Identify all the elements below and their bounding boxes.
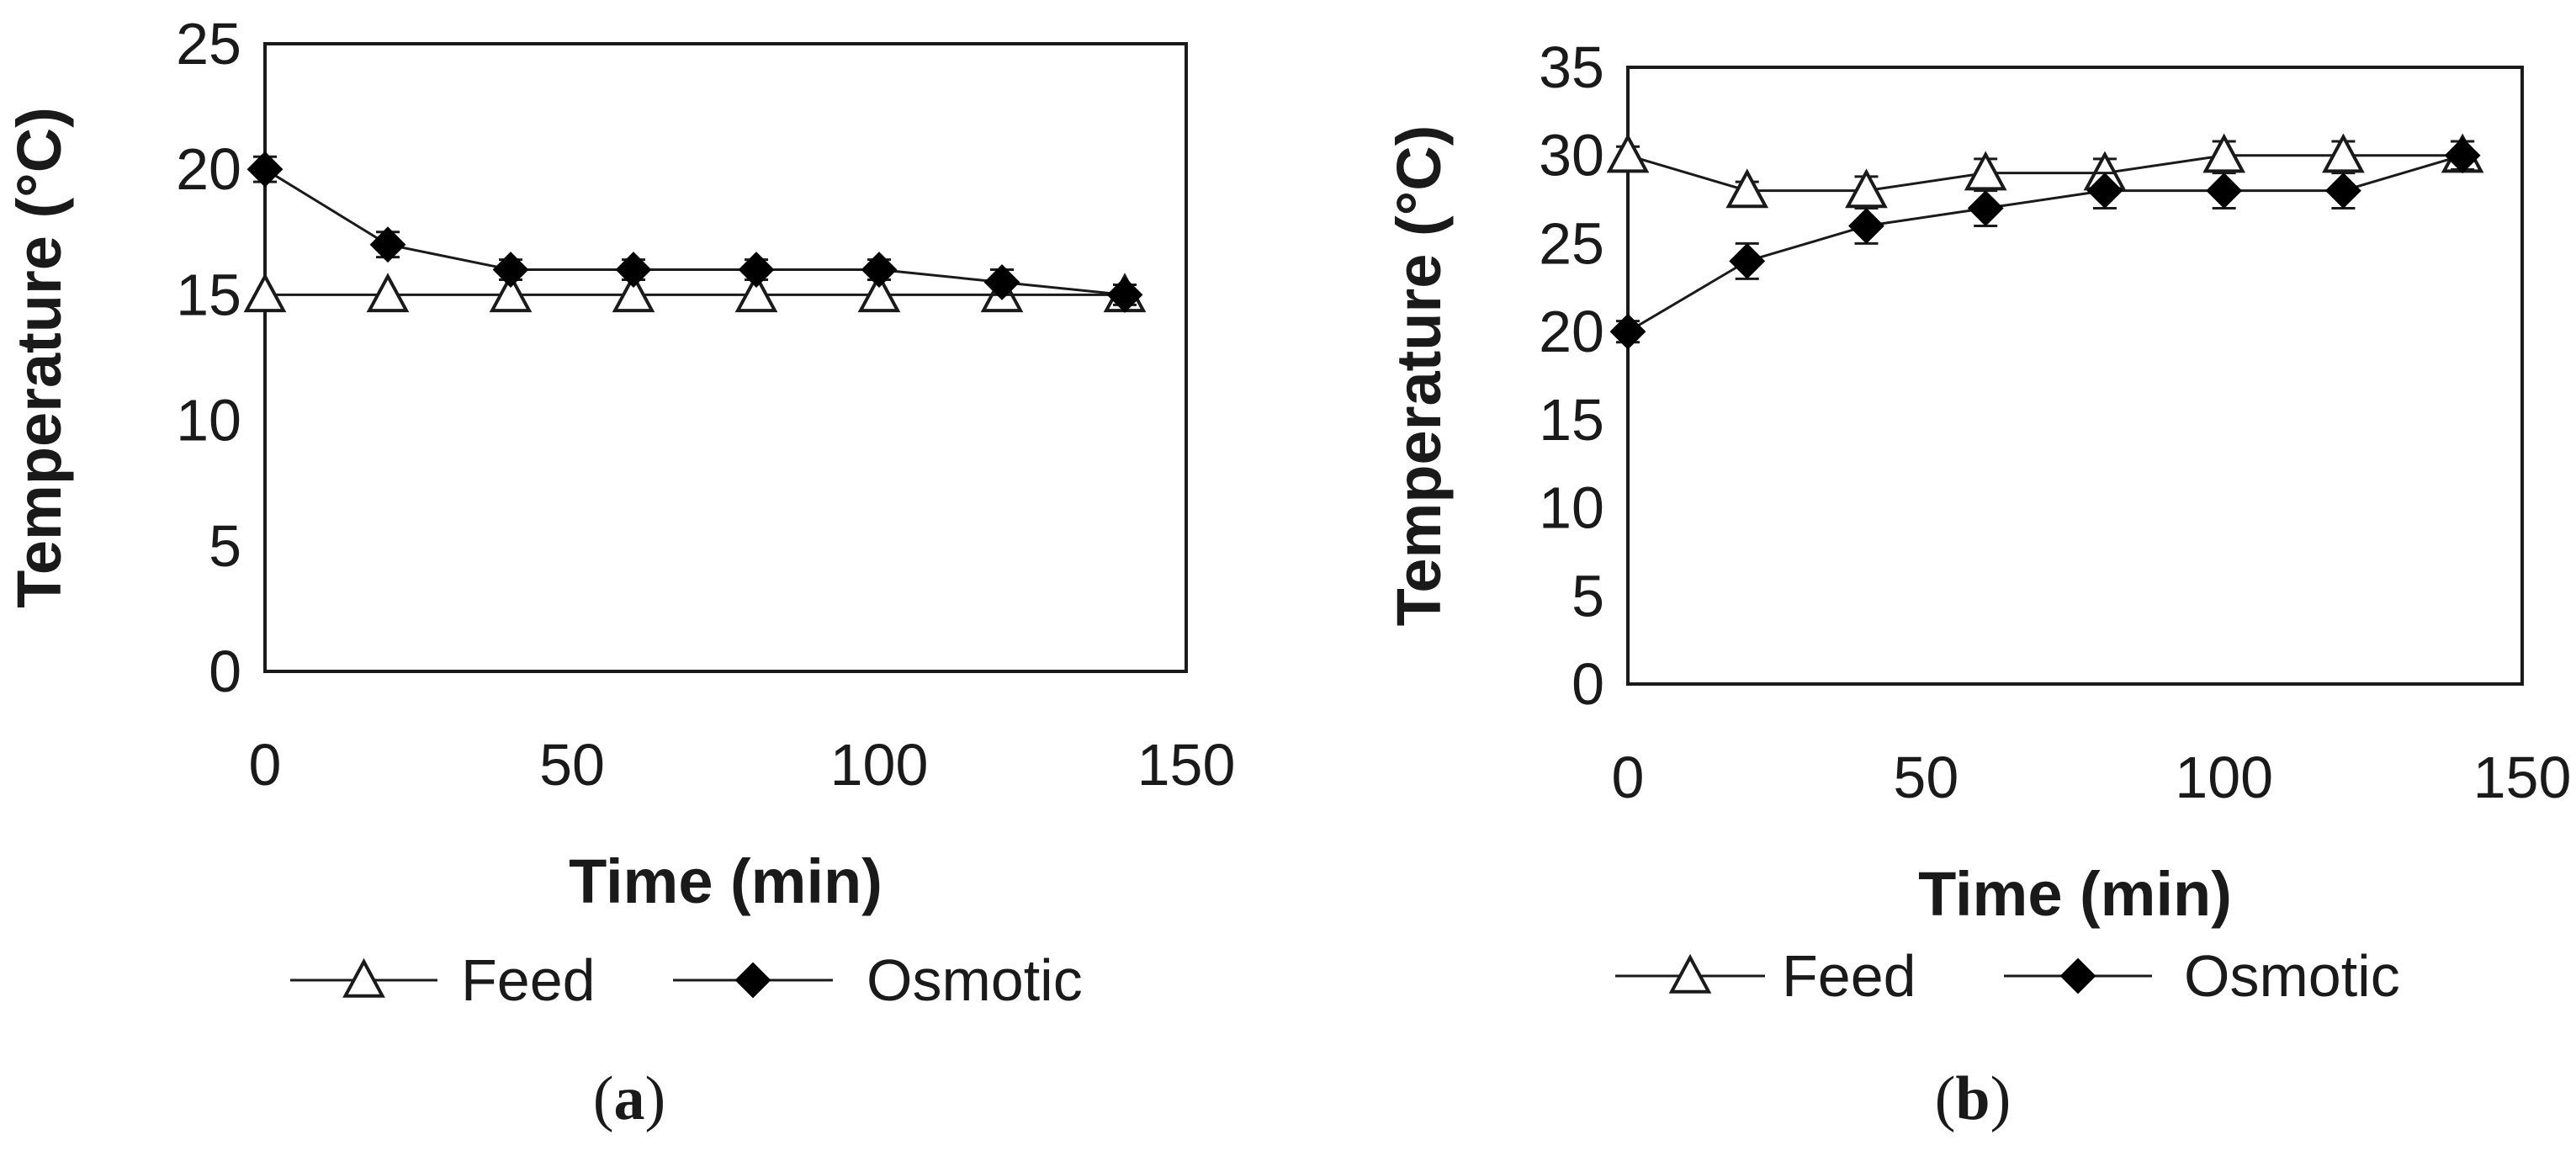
y-tick-label: 0 <box>209 639 241 704</box>
plot-area-frame <box>1626 66 2524 686</box>
chart-panel-a: 0 5 10 15 20 25 0 50 100 150 Time (min) Temperature… <box>4 11 1235 1133</box>
data-point-osmotic <box>1967 190 2004 226</box>
x-tick-label: 150 <box>2473 745 2572 810</box>
data-point-osmotic <box>2086 172 2123 209</box>
caption-paren-open: ( <box>593 1064 614 1133</box>
x-tick-label: 50 <box>539 732 605 798</box>
caption-letter: a <box>614 1064 645 1133</box>
y-tick-label: 10 <box>176 388 241 453</box>
data-point-osmotic <box>2324 172 2361 209</box>
x-tick-label: 100 <box>830 732 929 798</box>
y-tick-label: 25 <box>1539 210 1604 276</box>
legend-marker-feed <box>1668 953 1712 994</box>
data-point-feed <box>2322 133 2365 173</box>
data-point-feed <box>1725 168 1769 209</box>
y-tick-label: 30 <box>1539 123 1604 188</box>
x-axis-title: Time (min) <box>1918 859 2232 929</box>
data-point-osmotic <box>1106 276 1143 313</box>
data-point-osmotic <box>1729 242 1766 279</box>
data-point-osmotic <box>861 252 898 288</box>
y-tick-label: 0 <box>1572 651 1604 717</box>
x-tick-label: 100 <box>2175 745 2273 810</box>
legend-label-feed: Feed <box>461 947 596 1013</box>
y-tick-label: 35 <box>1539 34 1604 100</box>
data-point-osmotic <box>2206 172 2243 209</box>
data-point-osmotic <box>738 252 775 288</box>
y-tick-label: 15 <box>1539 387 1604 453</box>
data-point-feed <box>366 273 410 313</box>
caption-paren-close: ) <box>1990 1064 2012 1133</box>
data-point-osmotic <box>1609 313 1646 350</box>
legend-label-osmotic: Osmotic <box>2184 943 2400 1009</box>
data-point-feed <box>489 273 533 313</box>
data-point-feed <box>1845 168 1888 209</box>
x-tick-label: 50 <box>1893 745 1959 810</box>
x-tick-label: 0 <box>249 732 282 798</box>
data-point-osmotic <box>492 252 529 288</box>
chart-panel-b: 0 5 10 15 20 25 30 35 0 50 100 150 Time (min) Tempera… <box>1384 34 2571 1133</box>
legend-marker-osmotic <box>734 962 771 999</box>
data-point-feed <box>243 273 287 313</box>
legend: Feed Osmotic <box>1615 943 2400 1009</box>
caption-letter: b <box>1955 1064 1990 1133</box>
data-point-osmotic <box>246 151 284 188</box>
legend-label-osmotic: Osmotic <box>867 947 1083 1013</box>
legend-marker-feed <box>342 957 385 998</box>
data-point-feed <box>612 273 655 313</box>
y-axis-title: Temperature (°C) <box>4 107 74 608</box>
data-point-feed <box>734 273 778 313</box>
y-tick-label: 5 <box>209 513 241 579</box>
data-point-feed <box>1964 151 2007 191</box>
legend: Feed Osmotic <box>290 947 1083 1013</box>
data-point-feed <box>1606 133 1650 173</box>
series-line-osmotic <box>264 167 1126 296</box>
panel-caption: (a) <box>593 1064 665 1133</box>
x-axis-title: Time (min) <box>569 846 883 916</box>
series-feed <box>243 273 1147 313</box>
data-point-osmotic <box>615 252 652 288</box>
caption-paren-open: ( <box>1935 1064 1956 1133</box>
data-point-osmotic <box>1848 208 1884 244</box>
data-point-osmotic <box>2444 137 2481 174</box>
x-tick-label: 0 <box>1612 745 1645 810</box>
y-tick-label: 20 <box>1539 299 1604 364</box>
series-osmotic <box>1609 137 2481 350</box>
series-line-osmotic <box>1627 154 2463 333</box>
y-tick-label: 15 <box>176 262 241 327</box>
data-point-feed <box>857 273 901 313</box>
plot-area-frame <box>263 42 1188 673</box>
data-point-osmotic <box>369 226 406 263</box>
y-tick-label: 10 <box>1539 475 1604 541</box>
x-tick-label: 150 <box>1137 732 1236 798</box>
y-tick-label: 25 <box>176 11 241 77</box>
caption-paren-close: ) <box>645 1064 666 1133</box>
y-axis-title: Temperature (°C) <box>1384 125 1454 627</box>
series-osmotic <box>246 151 1143 313</box>
legend-marker-osmotic <box>2059 957 2096 994</box>
data-point-osmotic <box>983 264 1020 300</box>
y-tick-label: 5 <box>1572 563 1604 628</box>
series-line-feed <box>1627 154 2463 193</box>
data-point-feed <box>2202 133 2246 173</box>
y-tick-label: 20 <box>176 136 241 202</box>
panel-caption: (b) <box>1935 1064 2011 1133</box>
legend-label-feed: Feed <box>1782 943 1916 1009</box>
